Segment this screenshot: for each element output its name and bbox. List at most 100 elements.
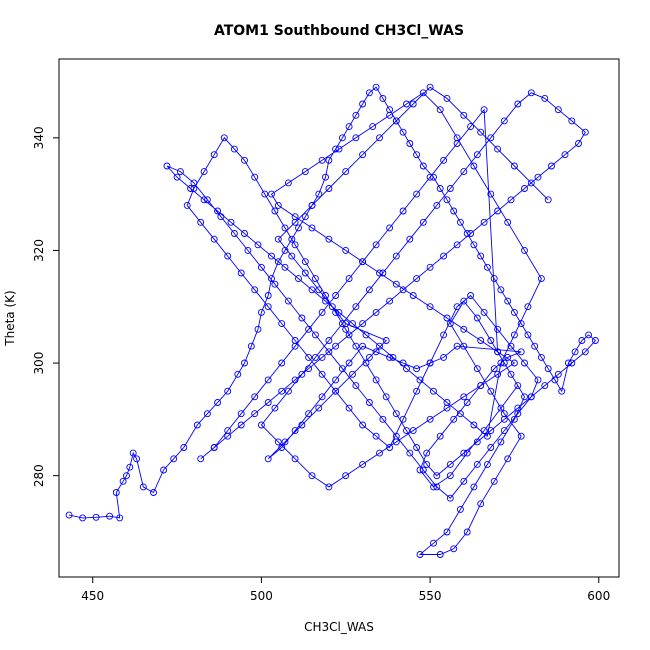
data-point bbox=[342, 168, 350, 176]
data-point bbox=[494, 145, 502, 153]
data-point bbox=[308, 286, 316, 294]
data-point bbox=[359, 100, 367, 108]
data-point bbox=[473, 314, 481, 322]
data-point bbox=[483, 432, 491, 440]
data-point bbox=[504, 455, 512, 463]
data-point bbox=[345, 359, 353, 367]
data-point bbox=[504, 218, 512, 226]
data-point bbox=[365, 89, 373, 97]
data-point bbox=[237, 269, 245, 277]
data-point bbox=[541, 382, 549, 390]
data-point bbox=[453, 303, 461, 311]
data-point bbox=[413, 444, 421, 451]
data-point bbox=[534, 173, 542, 181]
data-point bbox=[554, 106, 562, 114]
data-point bbox=[510, 359, 518, 367]
data-point bbox=[440, 331, 448, 339]
data-point bbox=[413, 190, 421, 198]
data-point bbox=[541, 94, 549, 102]
data-point bbox=[386, 353, 394, 361]
data-point bbox=[379, 415, 387, 423]
data-point bbox=[440, 252, 448, 260]
data-point bbox=[338, 365, 346, 373]
data-point bbox=[224, 252, 232, 260]
data-point bbox=[372, 308, 380, 316]
data-point bbox=[436, 106, 444, 114]
data-point bbox=[315, 404, 323, 412]
data-point bbox=[311, 353, 319, 361]
data-point bbox=[399, 128, 407, 136]
data-point bbox=[578, 337, 586, 344]
data-point bbox=[210, 151, 218, 159]
data-point bbox=[311, 331, 319, 339]
data-point bbox=[150, 489, 157, 496]
data-point bbox=[308, 201, 316, 209]
series-line bbox=[69, 86, 597, 555]
data-point bbox=[453, 241, 461, 249]
data-point bbox=[345, 331, 353, 339]
data-point bbox=[318, 353, 326, 361]
data-point bbox=[504, 353, 512, 361]
data-point bbox=[477, 252, 485, 260]
data-point bbox=[217, 213, 225, 221]
data-point bbox=[203, 196, 211, 204]
data-point bbox=[247, 342, 255, 350]
x-tick-label: 600 bbox=[587, 589, 610, 603]
data-point bbox=[413, 387, 421, 395]
data-point bbox=[510, 415, 518, 423]
data-point bbox=[352, 303, 360, 311]
plot-frame bbox=[58, 58, 620, 578]
data-point bbox=[453, 342, 461, 350]
data-point bbox=[251, 173, 259, 181]
data-point bbox=[494, 370, 502, 378]
data-point bbox=[200, 168, 208, 176]
data-point bbox=[568, 117, 576, 125]
data-point bbox=[187, 185, 195, 192]
data-point bbox=[237, 421, 245, 429]
data-point bbox=[224, 387, 232, 395]
data-point bbox=[268, 190, 275, 198]
data-point bbox=[332, 376, 340, 384]
data-point bbox=[507, 196, 515, 204]
data-point bbox=[409, 427, 417, 435]
data-point bbox=[460, 449, 468, 457]
data-point bbox=[430, 173, 437, 181]
data-point bbox=[389, 353, 397, 361]
data-point bbox=[244, 246, 252, 254]
data-point bbox=[517, 320, 525, 328]
data-point bbox=[349, 320, 356, 328]
data-point bbox=[322, 173, 329, 181]
data-point bbox=[305, 353, 313, 361]
data-point bbox=[274, 438, 282, 446]
data-point bbox=[112, 489, 120, 496]
data-point bbox=[332, 342, 340, 350]
data-point bbox=[332, 308, 340, 316]
data-point bbox=[241, 230, 248, 237]
data-point bbox=[426, 303, 434, 311]
data-point bbox=[564, 359, 572, 367]
x-tick-label: 500 bbox=[250, 589, 273, 603]
data-point bbox=[173, 173, 181, 181]
data-point bbox=[426, 415, 434, 423]
data-point bbox=[419, 466, 427, 474]
data-point bbox=[497, 286, 505, 294]
data-point bbox=[430, 387, 437, 395]
data-point bbox=[318, 370, 326, 378]
data-point bbox=[92, 513, 100, 521]
data-point bbox=[251, 410, 259, 418]
data-point bbox=[372, 432, 380, 440]
data-point bbox=[497, 359, 505, 367]
data-point bbox=[234, 370, 242, 378]
data-point bbox=[399, 415, 407, 423]
data-point bbox=[521, 393, 528, 401]
data-point bbox=[325, 156, 333, 164]
data-point bbox=[392, 252, 400, 260]
data-point bbox=[359, 320, 367, 328]
data-point bbox=[119, 477, 127, 485]
data-point bbox=[372, 241, 380, 249]
data-point bbox=[214, 207, 222, 215]
data-point bbox=[430, 483, 437, 491]
data-point bbox=[534, 376, 542, 384]
data-point bbox=[325, 348, 333, 356]
data-point bbox=[494, 325, 502, 333]
